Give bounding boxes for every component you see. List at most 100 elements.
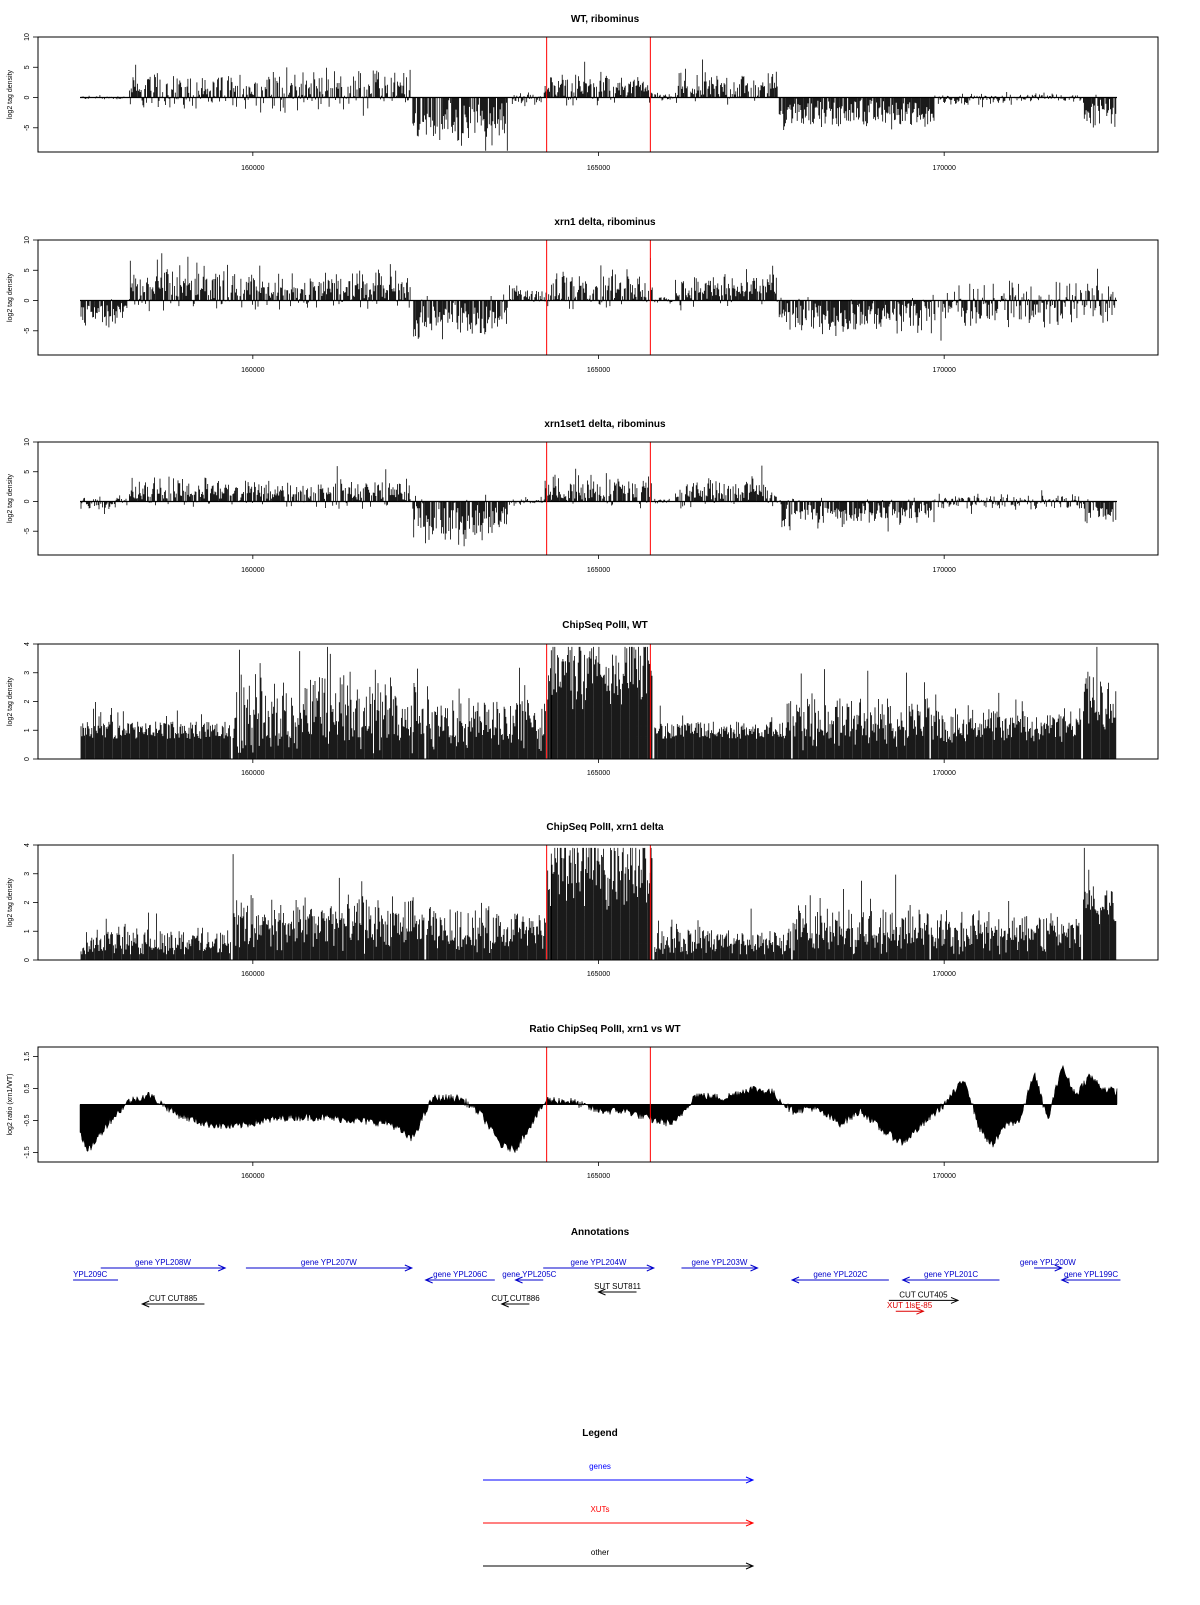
x-tick-label: 165000 [587,770,610,777]
feature-arrow-head [597,1288,606,1296]
legend-item-label: other [591,1548,610,1557]
panel-title: ChipSeq PolII, WT [562,620,648,631]
feature-arrow-head [750,1264,759,1272]
y-axis-label: log2 ratio (xrn1/WT) [7,1074,14,1136]
chart-panel-1: WT, ribominus 10 5 0 -5 log2 tag density 16000… [7,14,1159,172]
ratio-area [79,1064,1118,1154]
signal-bars [80,847,1117,960]
x-tick-label: 165000 [587,567,610,574]
x-tick-label: 160000 [241,367,264,374]
panel-data-marks [80,253,1117,341]
feature-label: SUT SUT811 [594,1282,641,1291]
panel-data-marks [80,646,1117,760]
signal-bars [80,465,1117,547]
annotations-title: Annotations [571,1227,630,1238]
feature-gene: YPL209C [73,1270,119,1281]
feature-arrow-head [901,1276,910,1284]
panel-title: ChipSeq PolII, xrn1 delta [546,822,664,833]
panel-data-marks [79,1064,1118,1154]
legend-item-label: genes [589,1462,611,1471]
y-tick-label: -5 [24,328,31,334]
panel-title: xrn1set1 delta, ribominus [544,419,666,430]
feature-arrow-head [916,1307,925,1315]
y-axis-label: log2 tag density [7,69,14,119]
y-axis: 1.5 0.5 -0.5 -1.5 log2 ratio (xrn1/WT) [7,1052,38,1158]
x-tick-label: 160000 [241,770,264,777]
y-tick-label: 1 [24,728,31,732]
feature-arrow-head [500,1300,509,1308]
y-tick-label: 1 [24,929,31,933]
y-tick-label: 2 [24,900,31,904]
panel-data-marks [80,847,1117,961]
legend-title: Legend [582,1428,618,1439]
feature-label: gene YPL200W [1020,1258,1076,1267]
feature-arrow-head [514,1276,523,1284]
x-tick-label: 165000 [587,1173,610,1180]
legend-item-arrow-head [745,1519,755,1527]
feature-arrow-head [140,1300,150,1308]
x-axis: 160000 165000 170000 [241,555,956,574]
panel-title: Ratio ChipSeq PolII, xrn1 vs WT [529,1024,680,1035]
feature-arrow-head [404,1264,414,1272]
feature-label: gene YPL205C [502,1270,556,1279]
y-tick-label: 4 [24,642,31,646]
plot-frame [37,36,1159,153]
y-tick-label: 0 [24,499,31,503]
y-tick-label: 3 [24,671,31,675]
y-axis: 10 5 0 -5 log2 tag density [7,438,38,534]
y-tick-label: 10 [24,236,31,244]
feature-arrow-head [646,1264,656,1272]
y-axis: 10 5 0 -5 log2 tag density [7,236,38,334]
y-tick-label: 10 [24,438,31,446]
feature-label: gene YPL206C [433,1270,487,1279]
signal-bars [80,59,1117,151]
y-tick-label: 0 [24,298,31,302]
feature-arrow-head [1054,1264,1063,1272]
x-tick-label: 160000 [241,1173,264,1180]
feature-gene: gene YPL201C [901,1270,1000,1284]
x-tick-label: 170000 [932,567,955,574]
x-tick-label: 165000 [587,971,610,978]
legend-item-arrow-head [745,1476,755,1484]
chart-panel-6: Ratio ChipSeq PolII, xrn1 vs WT 1.5 0.5 -0.… [7,1024,1159,1180]
feature-label: gene YPL203W [692,1258,748,1267]
panel-data-marks [80,59,1117,151]
feature-gene: gene YPL205C [502,1270,557,1284]
feature-other: CUT CUT405 [888,1290,960,1304]
x-axis: 160000 165000 170000 [241,759,956,777]
y-tick-label: 10 [24,33,31,41]
x-tick-label: 165000 [587,165,610,172]
feature-label: gene YPL199C [1064,1270,1118,1279]
feature-label: gene YPL207W [301,1258,357,1267]
signal-bars [80,253,1116,341]
y-axis: 4 3 2 1 0 log2 tag density [7,843,38,962]
feature-label: gene YPL202C [813,1270,867,1279]
feature-arrow-head [950,1296,960,1304]
x-axis: 160000 165000 170000 [241,152,956,172]
chart-panel-2: xrn1 delta, ribominus 10 5 0 -5 log2 tag dens… [7,217,1159,374]
y-tick-label: -5 [24,125,31,131]
feature-label: gene YPL204W [571,1258,627,1267]
feature-gene: gene YPL208W [100,1258,227,1272]
y-axis-label: log2 tag density [7,676,14,726]
legend-item-label: XUTs [590,1505,609,1514]
x-tick-label: 170000 [932,1173,955,1180]
feature-label: XUT 1lsE-85 [887,1301,933,1310]
feature-arrow-head [790,1276,800,1284]
panel-title: xrn1 delta, ribominus [554,217,656,228]
y-tick-label: 0.5 [24,1084,31,1094]
feature-arrow-head [217,1264,227,1272]
x-axis: 160000 165000 170000 [241,960,956,978]
y-tick-label: 4 [24,843,31,847]
feature-gene: gene YPL206C [424,1270,495,1284]
y-tick-label: -0.5 [24,1114,31,1126]
y-tick-label: 1.5 [24,1052,31,1062]
x-tick-label: 160000 [241,971,264,978]
x-axis: 160000 165000 170000 [241,1162,956,1180]
y-tick-label: -1.5 [24,1146,31,1158]
feature-label: gene YPL201C [924,1270,978,1279]
x-tick-label: 170000 [932,770,955,777]
feature-other: CUT CUT885 [140,1294,205,1308]
feature-label: YPL209C [73,1270,107,1279]
